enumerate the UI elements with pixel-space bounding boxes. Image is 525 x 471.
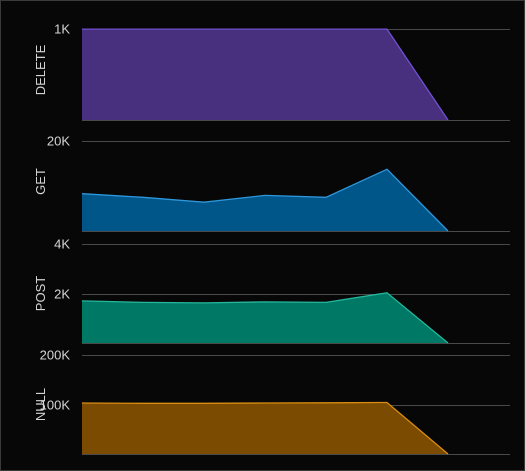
get-series-line (81, 168, 449, 232)
null-series-line (81, 401, 449, 455)
null-tick-label: 100K (40, 398, 71, 413)
post-axis-title: POST (33, 276, 48, 311)
get-tick-label: 20K (47, 134, 70, 149)
null-tick-label: 200K (40, 348, 71, 363)
delete-tick-label: 1K (54, 22, 70, 37)
null-axis-title: NULL (33, 388, 48, 421)
null-area (82, 402, 448, 454)
delete-area (82, 29, 448, 121)
post-area (82, 292, 448, 343)
get-axis-title: GET (33, 168, 48, 195)
delete-axis-title: DELETE (33, 44, 48, 95)
post-tick-label: 4K (54, 237, 70, 252)
post-tick-label: 2K (54, 287, 70, 302)
delete-series-line (82, 28, 449, 121)
get-area (82, 169, 448, 231)
post-series-line (81, 292, 449, 344)
